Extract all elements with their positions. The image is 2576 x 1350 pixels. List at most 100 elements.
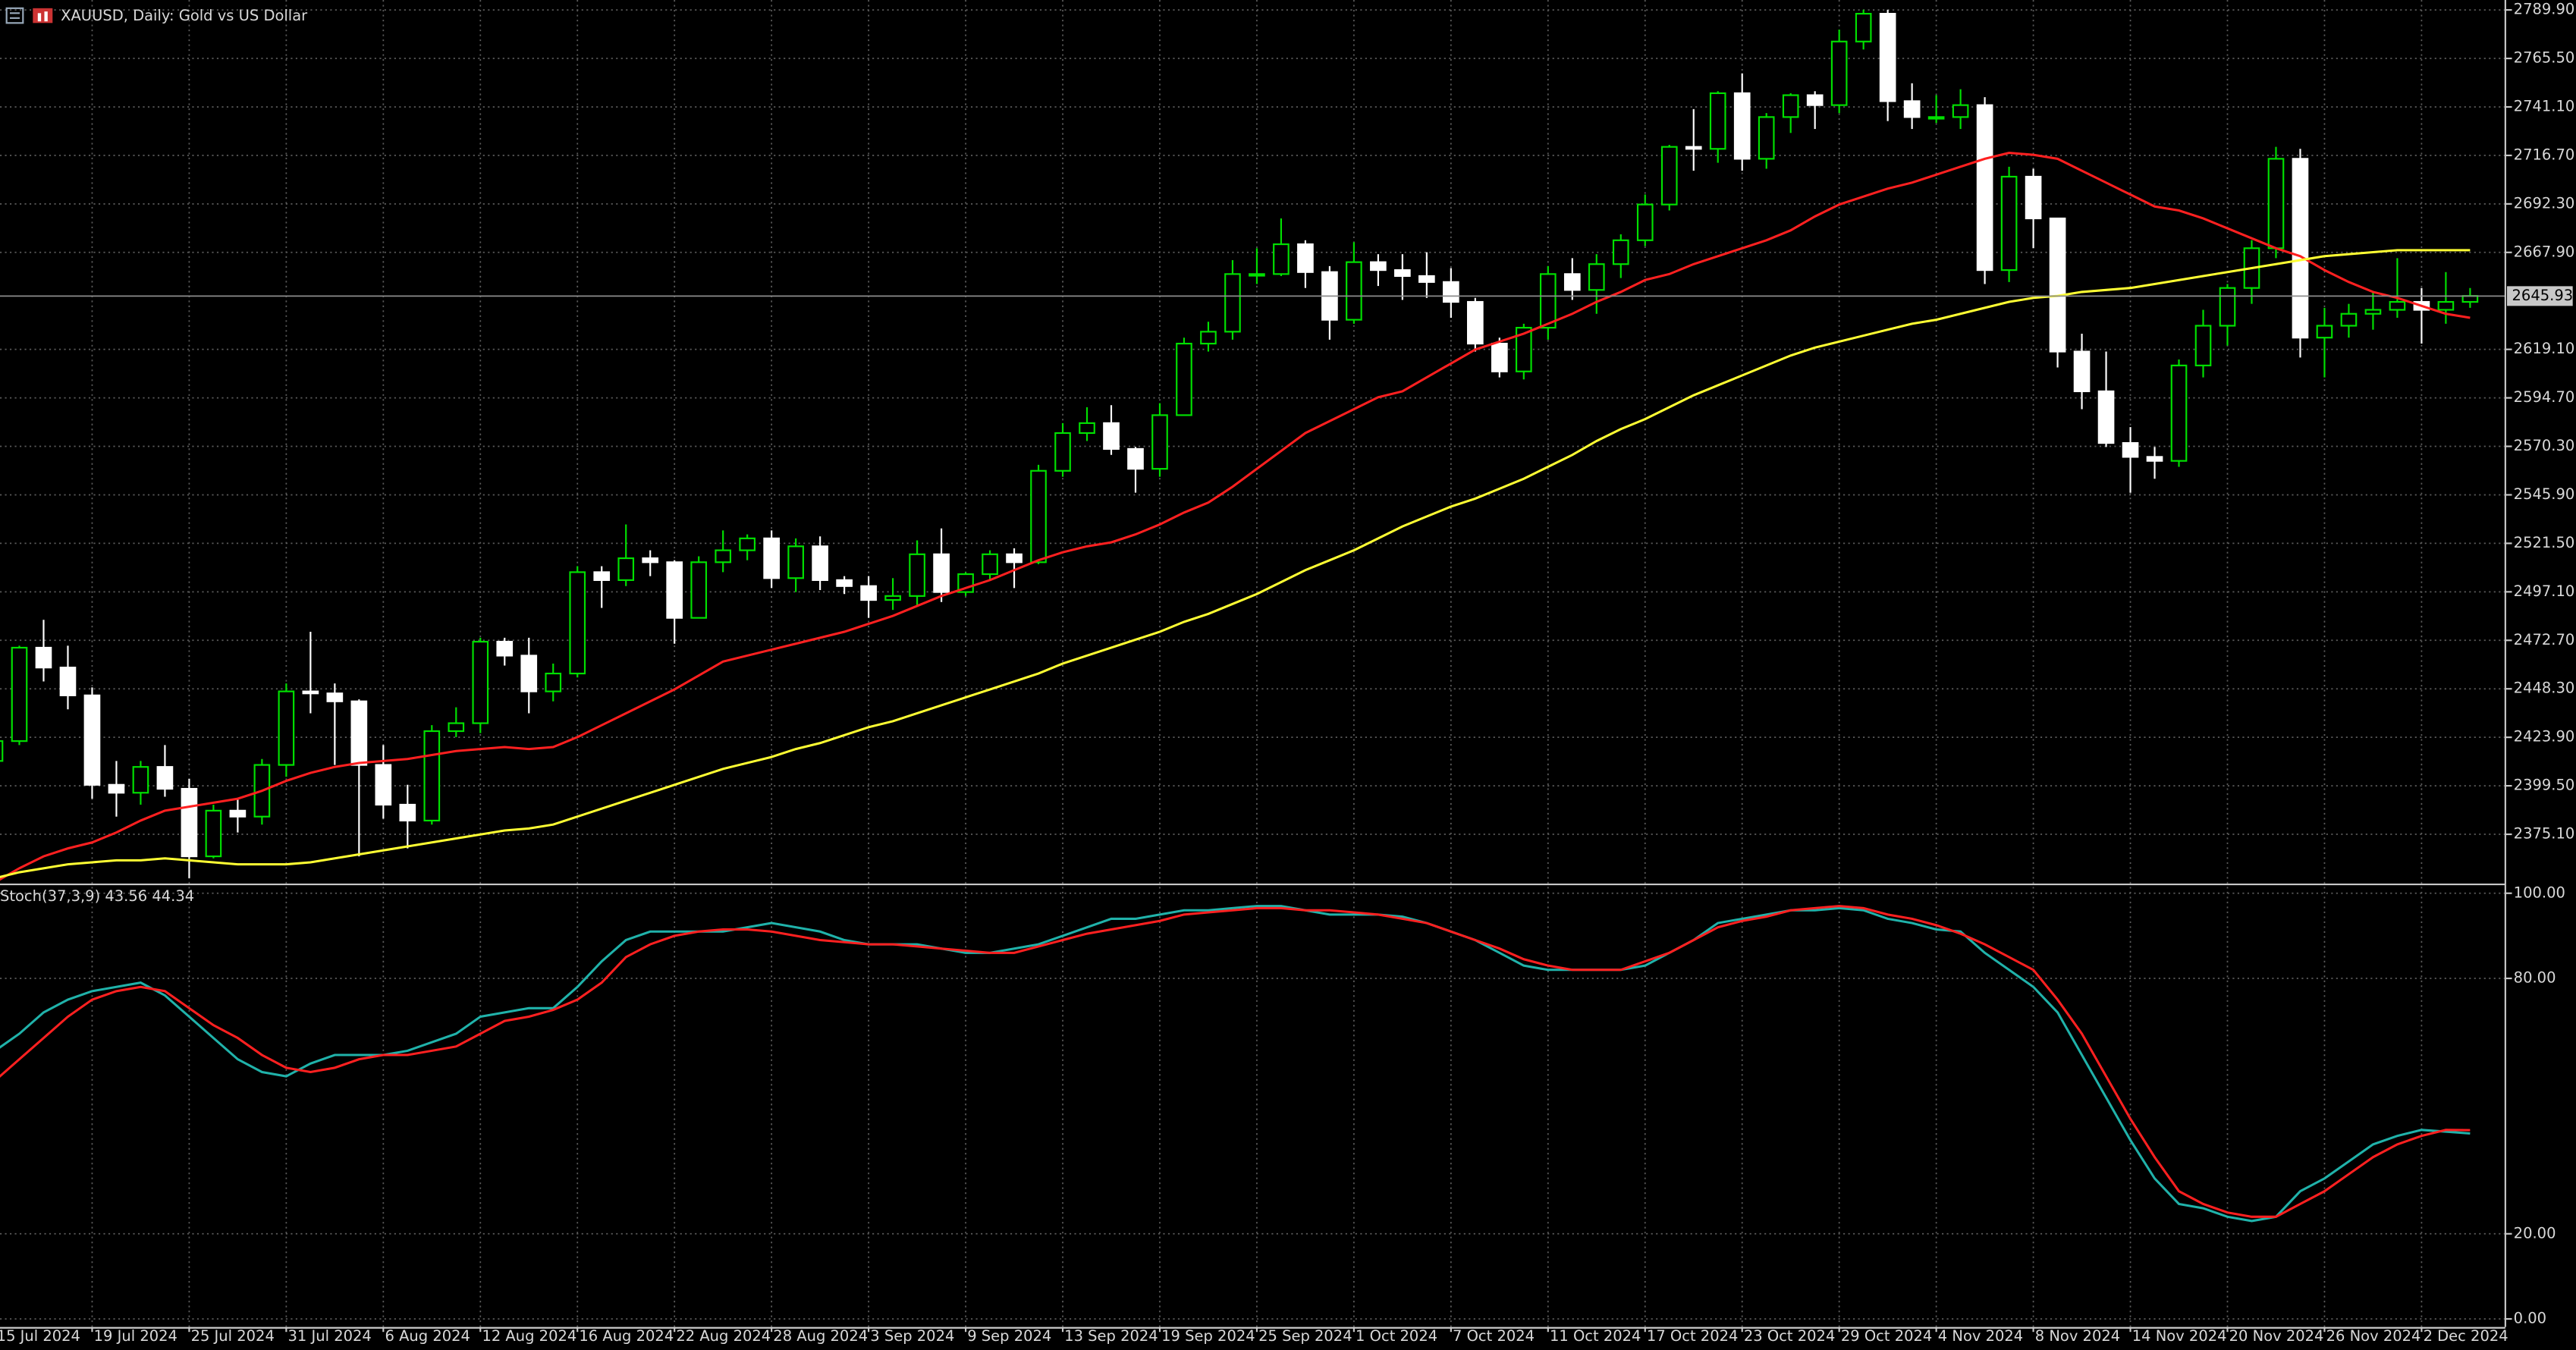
candle-body <box>690 561 708 619</box>
candle-body <box>181 787 198 858</box>
candle-body <box>326 692 344 702</box>
candle-body <box>1103 422 1120 451</box>
indicator-label: Stoch(37,3,9) 43.56 44.34 <box>0 887 194 905</box>
x-tick-label: 12 Aug 2024 <box>482 1327 576 1345</box>
x-tick-label: 1 Oct 2024 <box>1356 1327 1437 1345</box>
candle-body <box>1491 342 1508 372</box>
icon <box>44 11 48 22</box>
candle-body <box>1030 469 1047 564</box>
candle-body <box>739 537 756 551</box>
candle-body <box>108 783 125 794</box>
candle-body <box>1539 273 1557 329</box>
candle-body <box>2049 217 2066 353</box>
candle-body <box>0 740 4 762</box>
y-tick-label: 2741.10 <box>2514 97 2575 115</box>
y-tick-label: 2521.50 <box>2514 534 2575 551</box>
candle-body <box>302 690 319 695</box>
candle-body <box>617 557 635 581</box>
candle-body <box>1054 432 1071 472</box>
candle-body <box>156 766 174 790</box>
candle-body <box>1976 104 1993 272</box>
x-tick-label: 2 Dec 2024 <box>2424 1327 2508 1345</box>
candle-body <box>787 545 804 579</box>
x-tick-label: 11 Oct 2024 <box>1550 1327 1641 1345</box>
candle-body <box>2219 287 2236 327</box>
y-tick-label: 2545.90 <box>2514 485 2575 503</box>
candle-body <box>2146 456 2163 462</box>
candle-body <box>763 537 780 579</box>
candle-body <box>1636 203 1654 241</box>
y-tick-label: 20.00 <box>2514 1224 2556 1242</box>
candle-body <box>1200 331 1217 345</box>
candle-body <box>399 803 416 822</box>
candle-body <box>1249 273 1265 277</box>
candle-body <box>11 646 28 742</box>
candle-body <box>350 700 368 766</box>
candle-body <box>1927 116 1945 120</box>
candle-body <box>205 809 222 858</box>
x-tick-label: 8 Nov 2024 <box>2035 1327 2120 1345</box>
candle-body <box>2437 300 2455 311</box>
y-tick-label: 2789.90 <box>2514 1 2575 18</box>
x-tick-label: 28 Aug 2024 <box>773 1327 868 1345</box>
candle-body <box>1709 92 1726 150</box>
y-tick-label: 2497.10 <box>2514 582 2575 600</box>
y-tick-label: 2765.50 <box>2514 49 2575 67</box>
candle-body <box>229 809 247 818</box>
price-pane <box>0 9 2505 881</box>
candle-body <box>1879 12 1896 102</box>
x-tick-label: 19 Sep 2024 <box>1161 1327 1255 1345</box>
candle-body <box>884 595 901 601</box>
y-tick-label: 100.00 <box>2514 884 2565 901</box>
candle-body <box>1176 342 1192 416</box>
x-tick-label: 9 Sep 2024 <box>967 1327 1051 1345</box>
candle-body <box>1806 94 1824 106</box>
x-tick-label: 22 Aug 2024 <box>676 1327 771 1345</box>
candle-body <box>1855 12 1872 42</box>
candle-body <box>472 641 489 724</box>
candle-body <box>933 553 950 593</box>
candle-body <box>1443 281 1459 303</box>
candle-body <box>2025 175 2042 220</box>
x-tick-label: 20 Nov 2024 <box>2229 1327 2324 1345</box>
candle-body <box>593 571 611 581</box>
candle-body <box>545 672 562 692</box>
candle-body <box>2364 309 2382 315</box>
x-tick-label: 15 Jul 2024 <box>0 1327 80 1345</box>
x-tick-label: 25 Jul 2024 <box>191 1327 275 1345</box>
candle-body <box>2340 312 2358 327</box>
candle-body <box>2194 325 2212 366</box>
y-tick-label: 2716.70 <box>2514 146 2575 163</box>
candle-body <box>982 553 998 576</box>
candle-body <box>1151 414 1168 470</box>
candle-body <box>1733 92 1751 160</box>
candle-body <box>715 549 732 564</box>
candle-body <box>2292 158 2309 339</box>
x-tick-label: 6 Aug 2024 <box>385 1327 470 1345</box>
grid <box>0 0 2505 1327</box>
chart-title: XAUUSD, Daily: Gold vs US Dollar <box>61 7 308 24</box>
candle-body <box>1224 273 1241 333</box>
icon <box>33 8 53 24</box>
candle-body <box>2316 325 2333 339</box>
x-tick-label: 13 Sep 2024 <box>1064 1327 1158 1345</box>
icon <box>37 13 42 22</box>
candle-body <box>1370 261 1387 272</box>
candle-body <box>1273 243 1290 275</box>
x-tick-label: 3 Sep 2024 <box>870 1327 954 1345</box>
candle-body <box>569 571 586 675</box>
candle-body <box>59 667 77 696</box>
candle-body <box>1952 104 1969 118</box>
candle-body <box>520 655 538 692</box>
y-tick-label: 2472.70 <box>2514 631 2575 648</box>
candle-body <box>666 561 683 619</box>
x-tick-label: 26 Nov 2024 <box>2326 1327 2421 1345</box>
candle-body <box>2170 364 2188 462</box>
icon <box>5 7 24 24</box>
candle-body <box>2461 295 2479 303</box>
y-tick-label: 80.00 <box>2514 969 2556 987</box>
candle-body <box>35 646 52 669</box>
candle-body <box>278 690 295 766</box>
